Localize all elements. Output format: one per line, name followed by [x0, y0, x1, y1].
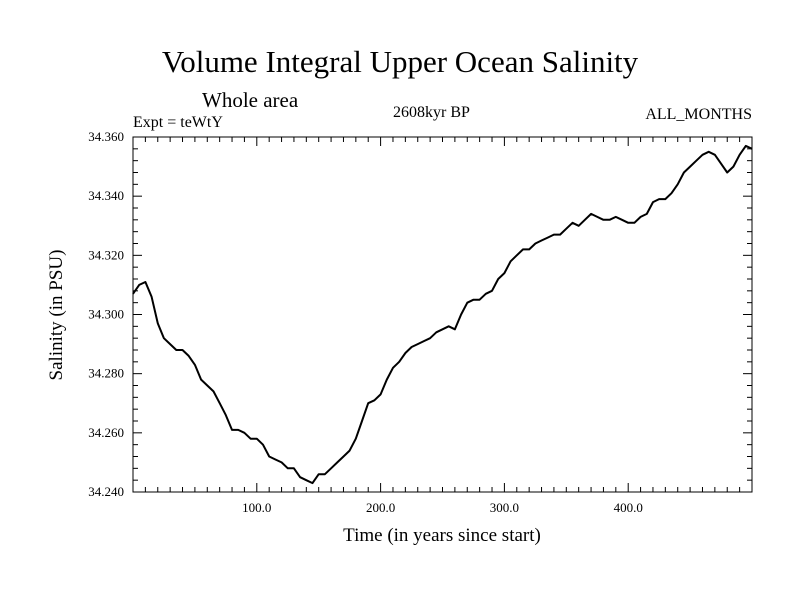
salinity-series-line: [132, 144, 753, 485]
axis-tick-labels: 100.0 200.0 300.0 400.0 34.240 34.260 34.280 34…: [88, 129, 643, 515]
chart-subtitle: Whole area: [202, 88, 299, 112]
tick-label: 34.280: [88, 366, 124, 381]
tick-label: 200.0: [366, 500, 395, 515]
tick-label: 400.0: [614, 500, 643, 515]
axis-ticks: [133, 137, 752, 492]
tick-label: 34.320: [88, 247, 124, 262]
months-label: ALL_MONTHS: [645, 106, 752, 123]
chart-title: Volume Integral Upper Ocean Salinity: [161, 44, 639, 79]
tick-label: 34.360: [88, 129, 124, 144]
x-axis-label: Time (in years since start): [343, 525, 541, 546]
tick-label: 34.300: [88, 307, 124, 322]
tick-label: 300.0: [490, 500, 519, 515]
tick-label: 100.0: [242, 500, 271, 515]
experiment-label: Expt = teWtY: [133, 114, 223, 131]
tick-label: 34.340: [88, 188, 124, 203]
plot-frame: [132, 136, 753, 493]
period-label: 2608kyr BP: [393, 104, 470, 121]
y-axis-label: Salinity (in PSU): [46, 250, 67, 381]
tick-label: 34.260: [88, 425, 124, 440]
tick-label: 34.240: [88, 484, 124, 499]
